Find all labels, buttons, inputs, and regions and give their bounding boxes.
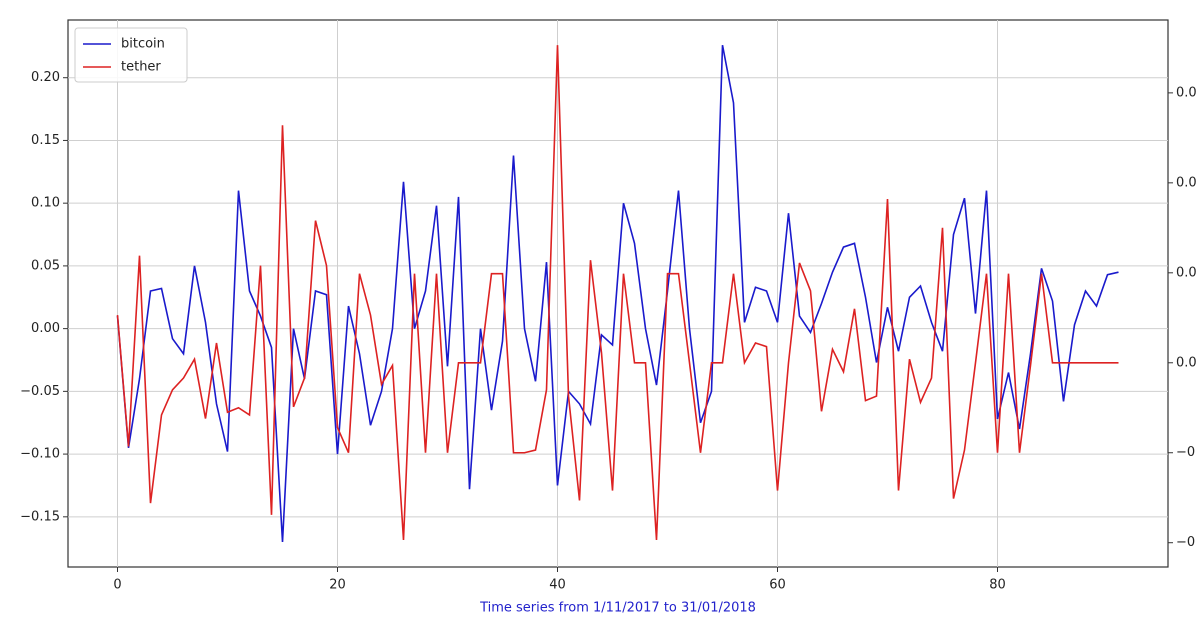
plot-frame [67, 19, 1169, 568]
y-tick-label: −0.15 [20, 509, 60, 524]
x-tick-label: 40 [549, 578, 566, 593]
series-line [116, 44, 1119, 542]
y-tick-label: −0.10 [20, 447, 60, 462]
legend-label: tether [121, 60, 161, 75]
y2-tick-label: 0.0 [1176, 355, 1197, 370]
y2-tick-label: 0.0 [1176, 265, 1197, 280]
x-axis-label: Time series from 1/11/2017 to 31/01/2018 [479, 601, 756, 616]
legend-label: bitcoin [121, 37, 165, 52]
legend-box [74, 27, 188, 83]
x-tick-label: 0 [113, 578, 121, 593]
y2-tick-label: −0 [1176, 445, 1195, 460]
y-tick-label: 0.05 [31, 258, 60, 273]
y2-tick-label: −0 [1176, 535, 1195, 550]
y-tick-label: 0.20 [31, 70, 60, 85]
x-tick-label: 80 [989, 578, 1006, 593]
y-tick-label: 0.00 [31, 321, 60, 336]
x-tick-label: 60 [769, 578, 786, 593]
y2-tick-label: 0.0 [1176, 175, 1197, 190]
y-tick-label: 0.15 [31, 133, 60, 148]
y2-tick-label: 0.0 [1176, 85, 1197, 100]
series-line [116, 45, 1119, 541]
y-tick-label: 0.10 [31, 196, 60, 211]
y-tick-label: −0.05 [20, 384, 60, 399]
x-tick-label: 20 [329, 578, 346, 593]
